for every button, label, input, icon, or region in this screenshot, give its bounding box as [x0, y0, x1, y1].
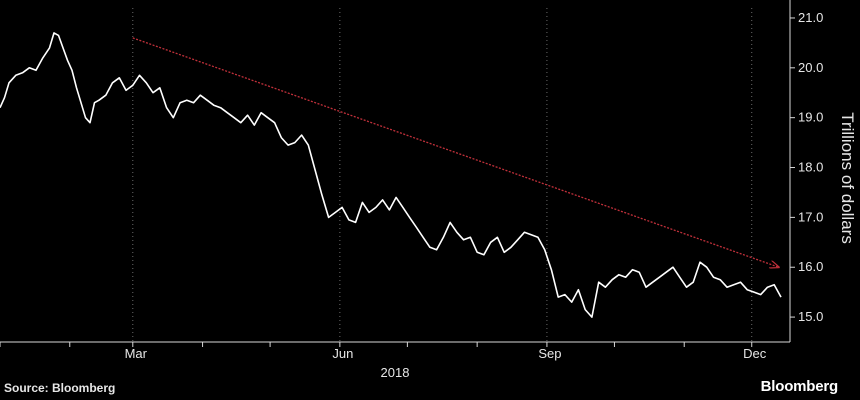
y-tick-label: 18.0 — [798, 160, 823, 175]
y-axis-label: Trillions of dollars — [838, 112, 857, 244]
x-tick-label: Dec — [743, 346, 767, 361]
x-tick-label: Sep — [538, 346, 561, 361]
axes: 15.0 16.0 17.0 18.0 19.0 20.0 21.0 Mar Jun Sep Dec — [0, 0, 823, 361]
x-tick-label: Mar — [125, 346, 148, 361]
trend-arrow — [132, 37, 779, 267]
x-axis-label: 2018 — [381, 365, 410, 380]
y-tick-label: 21.0 — [798, 10, 823, 25]
y-tick-label: 19.0 — [798, 110, 823, 125]
y-tick-label: 20.0 — [798, 60, 823, 75]
y-tick-label: 16.0 — [798, 259, 823, 274]
grid — [132, 8, 753, 342]
bloomberg-logo: Bloomberg — [760, 378, 839, 395]
y-tick-label: 17.0 — [798, 209, 823, 224]
source-note: Source: Bloomberg — [4, 381, 116, 395]
y-tick-label: 15.0 — [798, 309, 823, 324]
series-line — [0, 32, 782, 318]
series — [0, 32, 782, 318]
annotations — [132, 37, 779, 267]
x-tick-label: Jun — [332, 346, 353, 361]
